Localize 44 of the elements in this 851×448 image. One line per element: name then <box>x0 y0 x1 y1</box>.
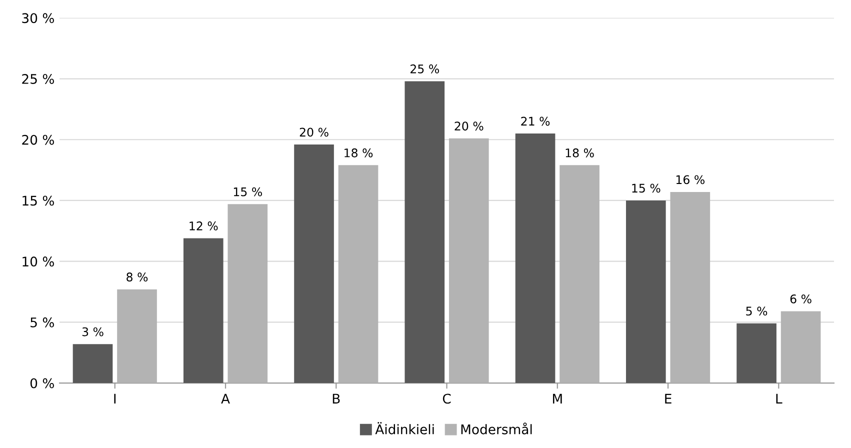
x-tick-label: C <box>442 394 451 404</box>
bar <box>626 200 666 384</box>
bar <box>780 311 821 384</box>
x-tick-label: I <box>114 394 116 404</box>
x-tick-label: A <box>221 394 230 404</box>
data-label: 15 % <box>632 184 660 193</box>
y-tick-label: 15 % <box>22 196 54 206</box>
data-label: 25 % <box>410 64 439 74</box>
data-label: 6 % <box>790 294 812 304</box>
bar <box>560 165 600 384</box>
data-label: 15 % <box>234 187 262 196</box>
x-tick-label: L <box>776 394 782 404</box>
legend-label: Äidinkieli <box>375 422 434 434</box>
data-label: 21 % <box>521 116 550 126</box>
data-label: 20 % <box>300 128 328 137</box>
data-label: 16 % <box>676 175 705 184</box>
data-label: 5 % <box>746 306 768 316</box>
data-label: 18 % <box>566 148 594 158</box>
y-tick-label: 20 % <box>22 134 54 145</box>
bar <box>117 289 157 384</box>
y-tick-label: 0 % <box>30 378 54 388</box>
x-tick-label: E <box>665 394 672 404</box>
y-tick-label: 30 % <box>22 13 54 24</box>
bar <box>736 323 776 384</box>
bar <box>338 165 378 384</box>
bar <box>448 138 489 384</box>
x-tick-label: M <box>553 394 562 404</box>
bar <box>515 134 556 384</box>
legend-label: Modersmål <box>461 422 532 434</box>
bar <box>404 81 445 384</box>
bar <box>72 344 113 384</box>
y-tick-label: 10 % <box>22 256 54 267</box>
bar <box>670 192 710 384</box>
data-label: 8 % <box>126 272 148 282</box>
x-tick-label: B <box>332 394 340 404</box>
bar <box>294 144 334 384</box>
data-label: 18 % <box>344 148 373 158</box>
data-label: 3 % <box>82 327 104 336</box>
y-tick-label: 5 % <box>30 317 54 328</box>
bar <box>228 204 268 384</box>
bar <box>183 238 224 384</box>
data-label: 12 % <box>190 221 218 230</box>
data-label: 20 % <box>454 122 484 131</box>
y-tick-label: 25 % <box>22 74 54 84</box>
